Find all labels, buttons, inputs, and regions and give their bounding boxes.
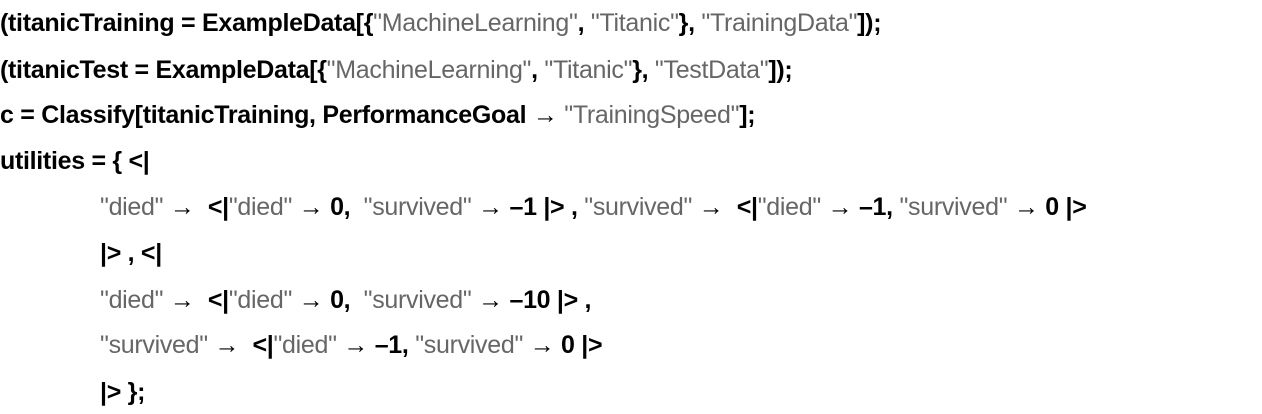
code-token: → –10 |> , [471, 286, 592, 314]
code-token: → –1, [820, 193, 900, 221]
code-token: → <| [163, 193, 229, 221]
code-token: → <| [692, 193, 758, 221]
string-literal: "survived" [584, 193, 693, 221]
code-line[interactable]: (titanicTest = ExampleData[{"MachineLear… [0, 55, 793, 85]
code-line[interactable]: |> , <| [100, 238, 162, 268]
string-literal: "survived" [100, 331, 208, 359]
code-token: |> }; [100, 378, 146, 406]
string-literal: "died" [100, 286, 164, 314]
code-line[interactable]: "died" → <|"died" → 0, "survived" → –10 … [100, 285, 592, 315]
code-line[interactable]: (titanicTraining = ExampleData[{"Machine… [0, 8, 882, 38]
code-token: → 0 |> [1007, 193, 1087, 221]
string-literal: "survived" [363, 193, 472, 221]
code-line[interactable]: c = Classify[titanicTraining, Performanc… [0, 100, 756, 130]
string-literal: "survived" [363, 286, 472, 314]
code-token: → –1 |> , [471, 193, 585, 221]
code-token: }, [678, 9, 702, 37]
string-literal: "TrainingSpeed" [564, 101, 740, 129]
code-token: (titanicTest = ExampleData[{ [0, 56, 327, 84]
code-line[interactable]: |> }; [100, 377, 145, 407]
string-literal: "died" [100, 193, 164, 221]
code-token: → 0, [292, 193, 364, 221]
string-literal: "died" [228, 286, 293, 314]
code-token: , [531, 56, 545, 84]
code-line[interactable]: "survived" → <|"died" → –1, "survived" →… [100, 330, 603, 360]
string-literal: "TrainingData" [701, 9, 858, 37]
string-literal: "Titanic" [544, 56, 633, 84]
string-literal: "survived" [415, 331, 524, 359]
string-literal: "MachineLearning" [373, 9, 578, 37]
code-token: → <| [163, 286, 229, 314]
string-literal: "died" [757, 193, 822, 221]
code-token: ]); [768, 56, 793, 84]
code-token: utilities = { <| [0, 147, 150, 175]
code-token: |> , <| [100, 239, 162, 267]
code-token: , [577, 9, 591, 37]
code-line[interactable]: utilities = { <| [0, 146, 150, 176]
code-token: }, [632, 56, 655, 84]
string-literal: "TestData" [654, 56, 769, 84]
code-token: c = Classify[titanicTraining, Performanc… [0, 101, 565, 129]
code-token: → <| [207, 331, 274, 359]
code-token: → –1, [336, 331, 416, 359]
string-literal: "Titanic" [590, 9, 679, 37]
string-literal: "survived" [899, 193, 1008, 221]
string-literal: "MachineLearning" [326, 56, 532, 84]
code-token: ]; [739, 101, 756, 129]
string-literal: "died" [273, 331, 337, 359]
code-token: ]); [857, 9, 882, 37]
code-token: → 0 |> [523, 331, 603, 359]
code-line[interactable]: "died" → <|"died" → 0, "survived" → –1 |… [100, 192, 1087, 222]
code-token: → 0, [292, 286, 364, 314]
code-token: (titanicTraining = ExampleData[{ [0, 9, 374, 37]
string-literal: "died" [228, 193, 293, 221]
